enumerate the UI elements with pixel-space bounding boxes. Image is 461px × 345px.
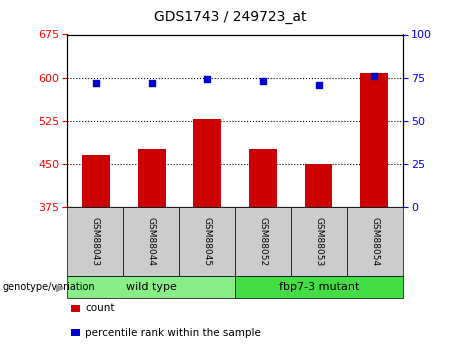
Text: GSM88045: GSM88045 [202, 217, 212, 266]
Text: fbp7-3 mutant: fbp7-3 mutant [279, 282, 360, 292]
Bar [249, 149, 277, 207]
Bar [360, 73, 388, 207]
Point [148, 80, 155, 86]
Text: ▶: ▶ [56, 282, 64, 292]
Bar [194, 119, 221, 207]
Text: genotype/variation: genotype/variation [2, 282, 95, 292]
Text: count: count [85, 304, 115, 313]
Text: GSM88043: GSM88043 [90, 217, 100, 266]
Text: GSM88044: GSM88044 [147, 217, 155, 266]
Text: GSM88054: GSM88054 [371, 217, 380, 266]
Bar [305, 164, 332, 207]
Text: GSM88052: GSM88052 [259, 217, 268, 266]
Text: wild type: wild type [125, 282, 177, 292]
Bar [82, 155, 110, 207]
Text: percentile rank within the sample: percentile rank within the sample [85, 328, 261, 337]
Point [315, 82, 322, 87]
Text: GSM88053: GSM88053 [315, 217, 324, 266]
Point [371, 73, 378, 79]
Point [259, 78, 266, 84]
Bar [138, 149, 165, 207]
Point [92, 80, 100, 86]
Text: GDS1743 / 249723_at: GDS1743 / 249723_at [154, 10, 307, 24]
Point [204, 77, 211, 82]
